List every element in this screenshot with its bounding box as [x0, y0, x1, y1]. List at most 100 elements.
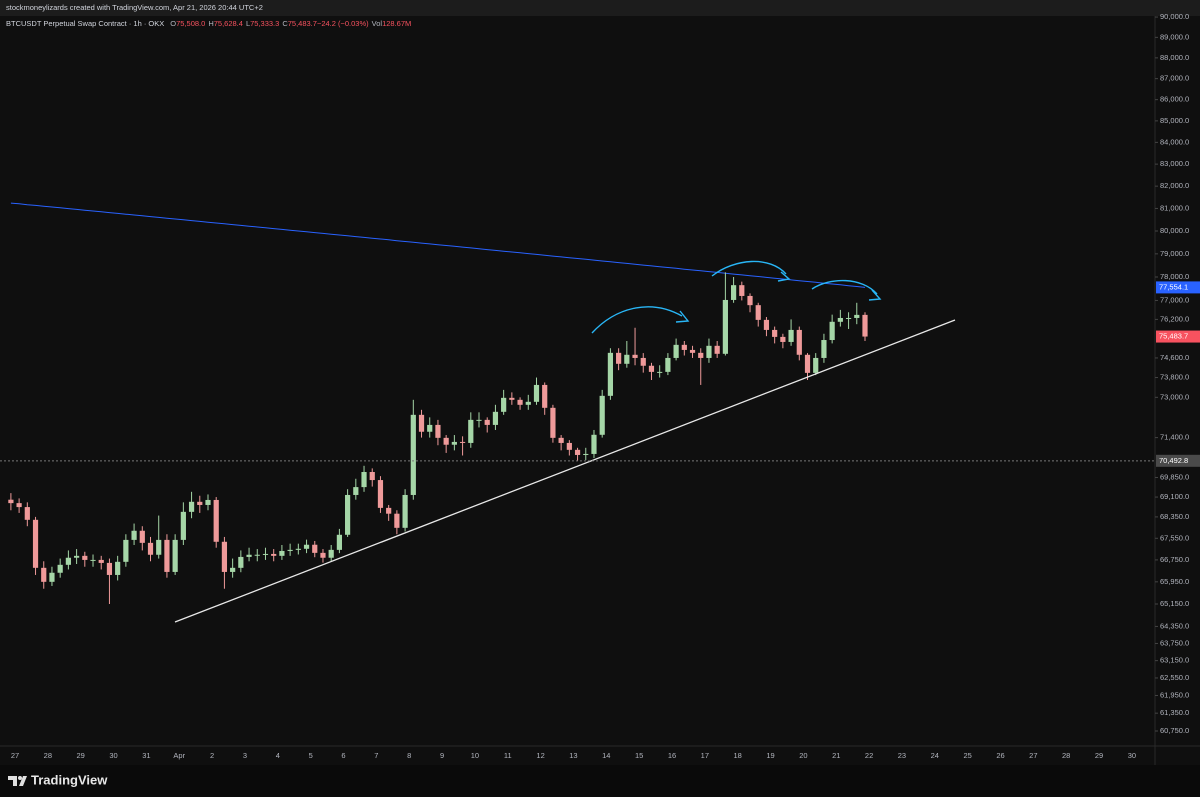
arrow — [591, 306, 683, 334]
y-tick-label: 90,000.0 — [1160, 12, 1189, 21]
candle-body — [369, 472, 375, 481]
x-tick-label: 31 — [142, 751, 150, 760]
candle-body — [829, 321, 835, 341]
candle-body — [303, 544, 310, 549]
x-tick-label: 6 — [341, 751, 345, 760]
candle-body — [739, 285, 745, 296]
y-tick-label: 79,000.0 — [1160, 249, 1189, 258]
y-tick-label: 74,600.0 — [1160, 353, 1189, 362]
candle-body — [262, 553, 269, 555]
y-tick-label: 81,000.0 — [1160, 203, 1189, 212]
candle-body — [525, 401, 531, 405]
candle-body — [492, 411, 499, 425]
candle-body — [197, 501, 203, 505]
candle-body — [131, 530, 137, 540]
candle-body — [164, 539, 170, 572]
candle-body — [336, 534, 342, 550]
x-tick-label: 28 — [44, 751, 52, 760]
y-tick-label: 78,000.0 — [1160, 272, 1189, 281]
y-tick-label: 86,000.0 — [1160, 95, 1189, 104]
candle-body — [394, 513, 400, 528]
x-tick-label: 29 — [1095, 751, 1103, 760]
candle-body — [616, 352, 622, 364]
x-tick-label: 27 — [11, 751, 19, 760]
candle-body — [435, 424, 441, 438]
candle-body — [706, 345, 712, 358]
candle-body — [106, 562, 113, 575]
legend-title: BTCUSDT Perpetual Swap Contract · 1h · O… — [6, 19, 164, 28]
logo-dot — [18, 776, 22, 780]
candle-body — [730, 285, 737, 300]
candle-body — [772, 329, 778, 337]
candle-body — [57, 564, 63, 573]
y-tick-label: 60,750.0 — [1160, 726, 1189, 735]
candle-body — [8, 499, 14, 504]
x-tick-label: Apr — [173, 751, 185, 760]
candle-body — [459, 441, 466, 443]
header-caption: stockmoneylizards created with TradingVi… — [6, 3, 263, 12]
x-tick-label: 18 — [734, 751, 742, 760]
candle-body — [156, 539, 162, 555]
candle-body — [230, 567, 236, 572]
candle-body — [837, 317, 843, 322]
candle-body — [821, 340, 827, 358]
candle-body — [501, 397, 507, 412]
candle-body — [345, 494, 351, 535]
candle-body — [632, 354, 638, 358]
price-tag — [1156, 454, 1200, 467]
candle-body — [188, 501, 195, 512]
candle-body — [796, 329, 802, 355]
price-tag-label: 77,554.1 — [1159, 282, 1188, 291]
x-tick-label: 22 — [865, 751, 873, 760]
candle-body — [689, 349, 696, 353]
x-tick-label: 30 — [109, 751, 117, 760]
candle-body — [353, 487, 359, 495]
candle-body — [254, 554, 260, 556]
candle-body — [681, 344, 687, 350]
candle-body — [624, 354, 630, 364]
candle-body — [147, 542, 154, 555]
candle-body — [312, 544, 318, 553]
x-tick-label: 25 — [963, 751, 971, 760]
candle-body — [599, 395, 605, 435]
candle-body — [418, 414, 425, 432]
legend-value: 128.67M — [382, 19, 411, 28]
x-tick-label: 3 — [243, 751, 247, 760]
legend-key: L — [246, 19, 250, 28]
candle-body — [558, 437, 564, 443]
candle-body — [41, 567, 47, 582]
y-tick-label: 65,950.0 — [1160, 577, 1189, 586]
y-tick-label: 83,000.0 — [1160, 159, 1189, 168]
legend: BTCUSDT Perpetual Swap Contract · 1h · O… — [6, 19, 411, 28]
candle-body — [640, 357, 646, 366]
candle-body — [509, 397, 515, 400]
x-tick-label: 10 — [471, 751, 479, 760]
candle-body — [607, 352, 614, 396]
candle-body — [205, 499, 211, 505]
price-tag — [1156, 281, 1200, 294]
candle-body — [271, 553, 277, 556]
x-tick-label: 19 — [766, 751, 774, 760]
candle-body — [427, 424, 433, 432]
candle-body — [82, 555, 88, 560]
candle-body — [221, 541, 228, 572]
candle-body — [755, 305, 761, 320]
y-tick-label: 80,000.0 — [1160, 226, 1189, 235]
brand: TradingView — [31, 772, 108, 787]
candle-body — [402, 494, 408, 528]
y-tick-label: 73,000.0 — [1160, 392, 1189, 401]
candle-body — [533, 384, 540, 402]
y-tick-label: 61,950.0 — [1160, 690, 1189, 699]
legend-value: 75,333.3 — [250, 19, 279, 28]
y-tick-label: 87,000.0 — [1160, 74, 1189, 83]
x-tick-label: 16 — [668, 751, 676, 760]
arrow-head — [777, 271, 791, 282]
x-tick-label: 7 — [374, 751, 378, 760]
logo: TradingView — [8, 772, 108, 787]
legend-value: 75,628.4 — [214, 19, 243, 28]
x-tick-label: 23 — [898, 751, 906, 760]
y-tick-label: 63,750.0 — [1160, 638, 1189, 647]
candle-body — [295, 548, 301, 550]
